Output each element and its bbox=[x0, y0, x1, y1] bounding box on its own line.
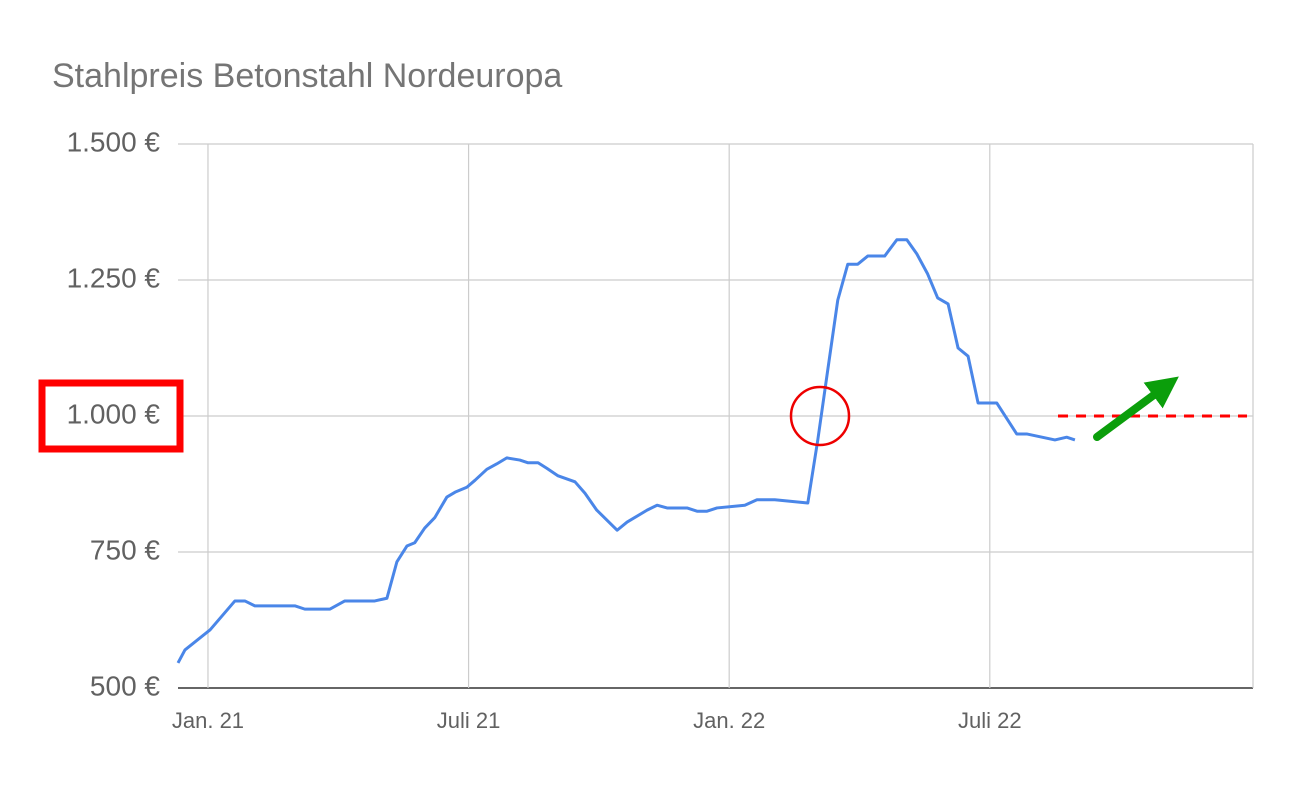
grid: 500 € 750 € 1.000 € 1.250 € 1.500 € Jan. 21 Ju… bbox=[67, 126, 1254, 733]
trend-arrow bbox=[1093, 376, 1179, 441]
y-tick-label: 750 € bbox=[90, 534, 160, 565]
highlight-box bbox=[38, 379, 184, 453]
y-tick-label: 500 € bbox=[90, 670, 160, 701]
x-tick-label: Juli 21 bbox=[437, 708, 501, 733]
x-tick-label: Jan. 22 bbox=[693, 708, 765, 733]
annotations bbox=[38, 376, 1247, 453]
plot bbox=[176, 238, 1076, 664]
line-series bbox=[176, 238, 1076, 664]
highlight-circle bbox=[789, 385, 851, 447]
x-tick-label: Juli 22 bbox=[958, 708, 1022, 733]
chart-title: Stahlpreis Betonstahl Nordeuropa bbox=[52, 57, 562, 95]
y-tick-label: 1.500 € bbox=[67, 126, 161, 157]
y-tick-label: 1.250 € bbox=[67, 262, 161, 293]
x-tick-label: Jan. 21 bbox=[172, 708, 244, 733]
y-tick-label: 1.000 € bbox=[67, 398, 161, 429]
